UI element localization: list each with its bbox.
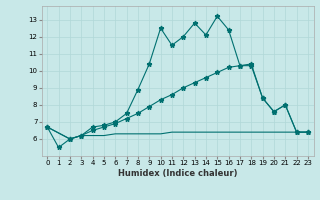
X-axis label: Humidex (Indice chaleur): Humidex (Indice chaleur) bbox=[118, 169, 237, 178]
